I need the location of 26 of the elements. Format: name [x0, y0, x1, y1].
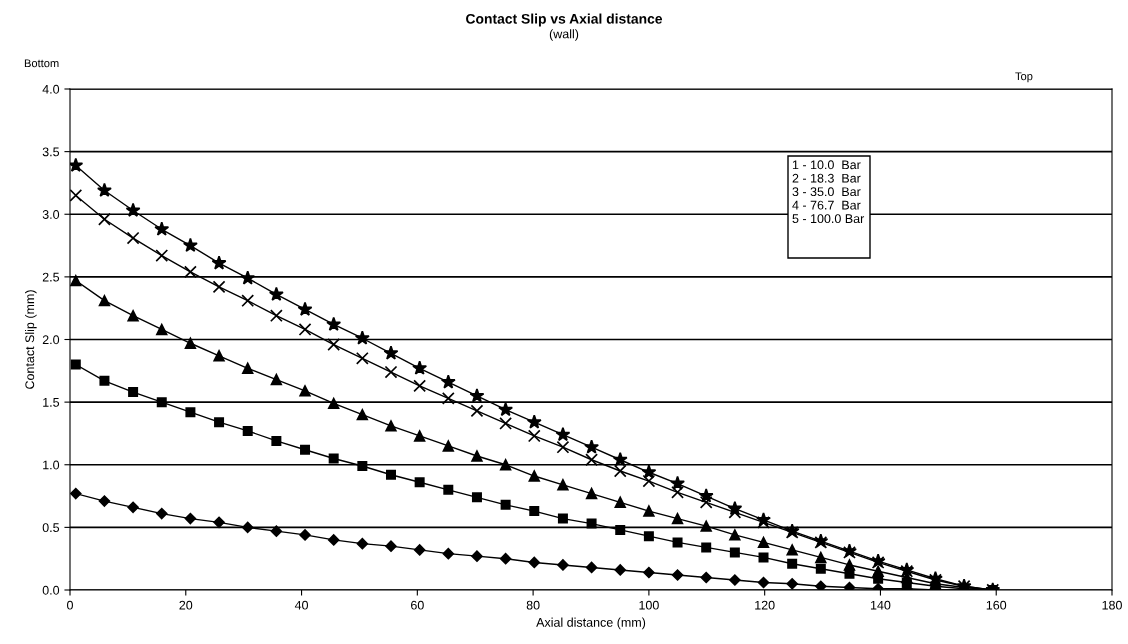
x-tick-label: 0: [67, 600, 73, 610]
x-tick-label: 140: [870, 600, 891, 610]
y-tick-label: 1.5: [43, 398, 60, 407]
x-tick-label: 100: [639, 600, 659, 610]
x-tick-label: 180: [1102, 600, 1122, 610]
x-tick-label: 60: [411, 600, 424, 610]
x-tick-label: 40: [294, 600, 309, 610]
y-tick-label: 0.5: [42, 523, 60, 533]
y-tick-label: 2.5: [42, 272, 60, 282]
chart-title: Contact Slip vs Axial distance: [466, 13, 663, 27]
y-tick-label: 1.0: [43, 460, 60, 470]
y-tick-label: 3.0: [42, 210, 60, 219]
chart-subtitle: (wall): [549, 29, 579, 41]
y-tick-label: 4.0: [42, 84, 60, 94]
x-tick-label: 120: [755, 600, 775, 610]
y-axis-title: Contact Slip (mm): [25, 290, 37, 389]
text: Bottom: [24, 59, 59, 68]
text: Top: [1015, 72, 1033, 83]
x-tick-label: 80: [526, 600, 540, 610]
annotation: 1 - 10.0 Bar 2 - 18.3 Bar 3 - 35.0 Bar 4 - 76.7 Bar 5 - 100.0 Bar: [792, 160, 865, 224]
x-axis-title: Axial distance (mm): [536, 617, 646, 630]
x-tick-label: 160: [986, 600, 1007, 610]
y-tick-label: 3.5: [42, 147, 60, 157]
y-tick-label: 0.0: [42, 585, 60, 595]
y-tick-label: 2.0: [42, 335, 60, 345]
x-tick-label: 20: [179, 600, 193, 610]
